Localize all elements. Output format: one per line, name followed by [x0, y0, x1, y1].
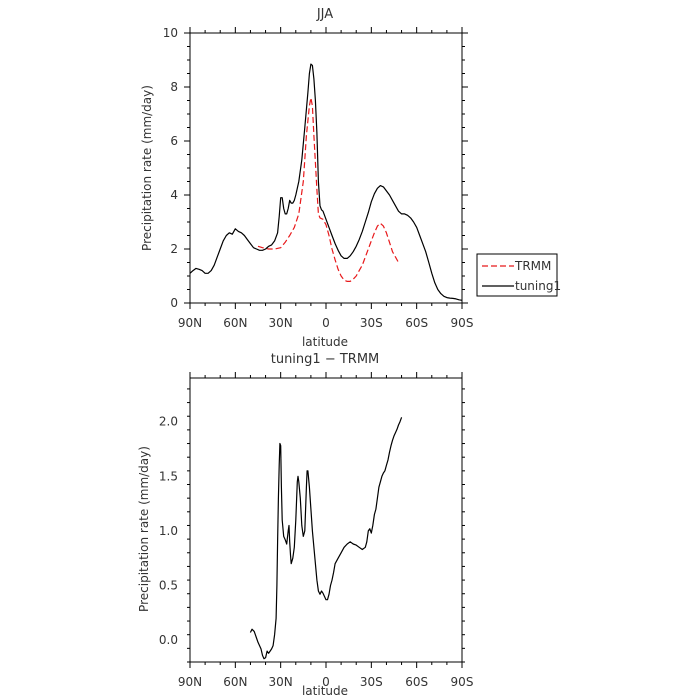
y-tick-label: 1.5 — [159, 469, 178, 483]
series-line-tuning1 — [189, 63, 463, 301]
x-tick-label: 60S — [405, 675, 428, 689]
x-tick-label: 0 — [322, 675, 330, 689]
x-axis-label: latitude — [302, 335, 348, 349]
legend-label-trmm: TRMM — [514, 259, 551, 273]
x-tick-label: 30N — [269, 316, 293, 330]
y-tick-label: 0 — [170, 296, 178, 310]
y-tick-label: 10 — [163, 26, 178, 40]
x-tick-label: 90S — [451, 675, 474, 689]
plot-frame — [189, 377, 463, 663]
y-tick-label: 2.0 — [159, 415, 178, 429]
series-line-trmm — [257, 97, 400, 282]
plot-area: 90N 60N 30N 0 30S 60S 90S 0 2 4 6 8 10 — [163, 26, 474, 330]
plot-area: 90N 60N 30N 0 30S 60S 90S 0.0 0.5 1.0 1.5 2.0 — [159, 372, 474, 689]
x-tick-label: 30N — [269, 675, 293, 689]
series-line-0 — [249, 417, 403, 660]
panel-bottom: tuning1 − TRMM 90N 60N 30N 0 30S 60S 90S 0.0 0.5… — [137, 352, 473, 698]
chart-title: tuning1 − TRMM — [271, 352, 380, 367]
x-tick-label: 90N — [178, 675, 202, 689]
x-tick-label: 0 — [322, 316, 330, 330]
y-tick-label: 1.0 — [159, 524, 178, 538]
plot-frame — [189, 32, 463, 304]
legend-box — [476, 253, 558, 297]
y-tick-label: 0.5 — [159, 579, 178, 593]
y-tick-label: 4 — [170, 188, 178, 202]
y-axis-label: Precipitation rate (mm/day) — [140, 85, 154, 251]
x-tick-label: 30S — [360, 316, 383, 330]
y-tick-label: 0.0 — [159, 633, 178, 647]
x-tick-label: 60N — [223, 675, 247, 689]
x-tick-label: 60N — [223, 316, 247, 330]
legend-label-tuning1: tuning1 — [515, 279, 561, 293]
y-tick-label: 2 — [170, 242, 178, 256]
legend: TRMM tuning1 — [476, 253, 561, 297]
y-axis-label: Precipitation rate (mm/day) — [137, 446, 151, 612]
x-tick-label: 30S — [360, 675, 383, 689]
x-tick-label: 90S — [451, 316, 474, 330]
x-axis-label: latitude — [302, 684, 348, 698]
x-tick-label: 60S — [405, 316, 428, 330]
panel-top: JJA 90N 60N 30N 0 30S 60S 90S 0 2 4 6 8 10 TRMM tuni… — [140, 7, 561, 349]
y-tick-label: 6 — [170, 134, 178, 148]
x-tick-label: 90N — [178, 316, 202, 330]
y-tick-label: 8 — [170, 80, 178, 94]
chart-title: JJA — [316, 7, 333, 22]
